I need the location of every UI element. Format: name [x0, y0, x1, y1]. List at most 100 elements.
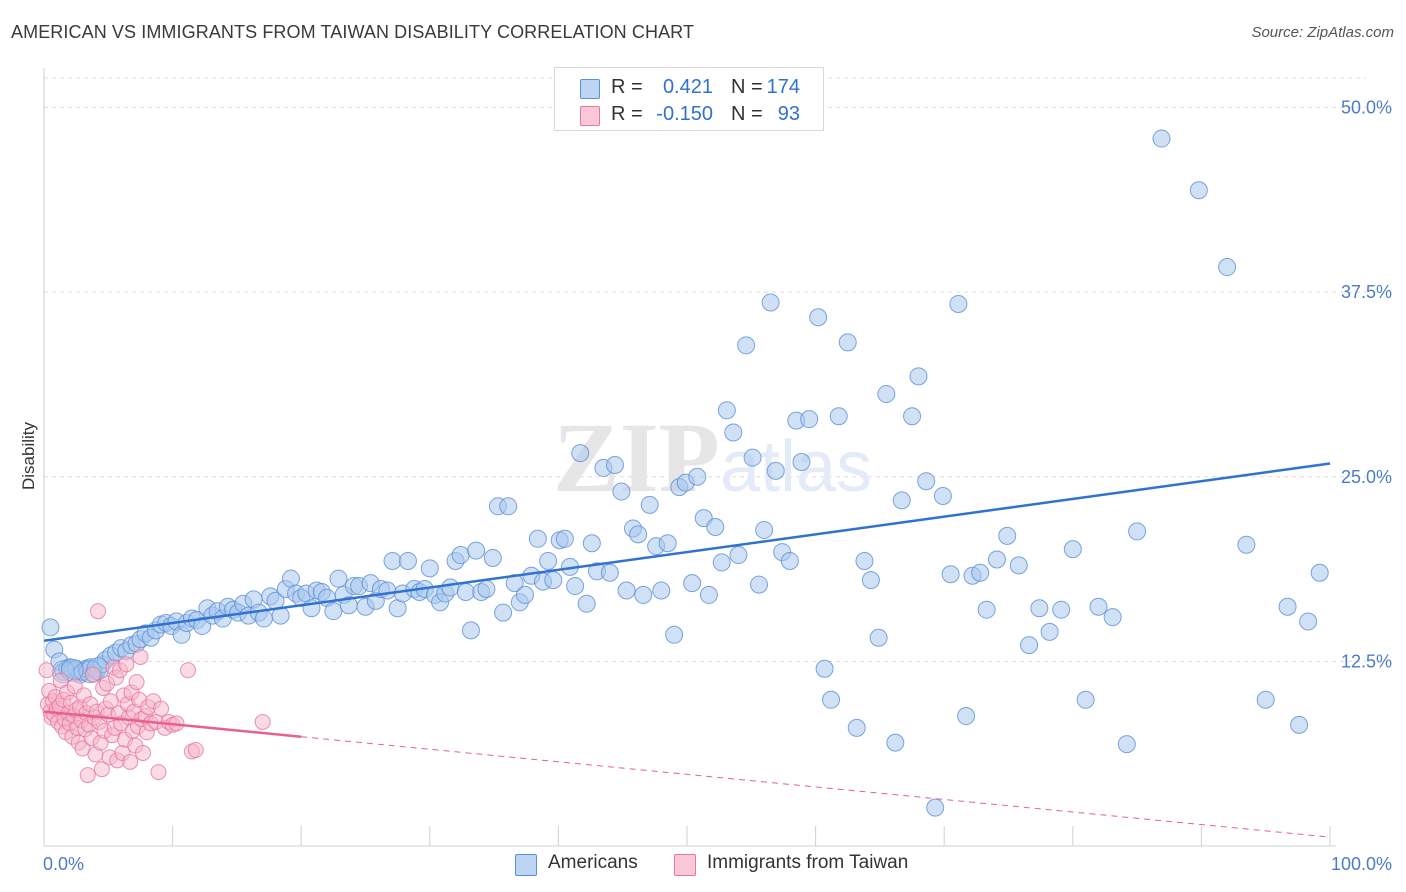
americans-point: [254, 609, 273, 628]
americans-point: [847, 718, 866, 737]
americans-point: [892, 491, 911, 510]
tick-labels: 12.5% 25.0% 37.5% 50.0% 0.0% 100.0%: [43, 98, 1392, 874]
americans-point: [717, 401, 736, 420]
taiwan-point: [79, 767, 96, 784]
y-tick-label: 37.5%: [1341, 282, 1392, 302]
taiwan-point: [93, 761, 110, 778]
americans-point: [383, 551, 402, 570]
taiwan-point: [150, 764, 167, 781]
americans-point: [378, 581, 397, 600]
americans-point: [699, 585, 718, 604]
r-value: 0.421: [662, 76, 713, 98]
americans-point: [926, 798, 945, 817]
taiwan-point: [132, 648, 149, 665]
x-tick-label: 100.0%: [1331, 854, 1392, 874]
americans-point: [634, 585, 653, 604]
watermark: ZIP atlas: [553, 402, 872, 513]
americans-point: [605, 455, 624, 474]
americans-point: [1052, 600, 1071, 619]
americans-point: [917, 472, 936, 491]
americans-point: [652, 581, 671, 600]
americans-point: [800, 410, 819, 429]
taiwan-point: [128, 674, 145, 691]
americans-point: [750, 575, 769, 594]
americans-point: [1128, 522, 1147, 541]
taiwan-trend-line: [43, 710, 302, 738]
trend-lines: [43, 462, 1331, 838]
americans-point: [949, 294, 968, 313]
americans-point: [861, 571, 880, 590]
americans-point: [477, 580, 496, 599]
y-tick-label: 50.0%: [1341, 98, 1392, 118]
americans-point: [555, 529, 574, 548]
americans-point: [838, 333, 857, 352]
source-label[interactable]: Source: ZipAtlas.com: [1251, 24, 1394, 41]
americans-point: [617, 581, 636, 600]
americans-point: [456, 582, 475, 601]
taiwan-point: [180, 662, 197, 679]
americans-point: [761, 293, 780, 312]
americans-point: [483, 549, 502, 567]
taiwan-label: Immigrants from Taiwan: [707, 852, 909, 873]
taiwan-point: [38, 662, 55, 679]
americans-point: [451, 546, 470, 565]
grid-lines: [44, 77, 1366, 662]
taiwan-point: [122, 753, 139, 770]
americans-point: [766, 461, 785, 480]
americans-point: [612, 482, 631, 501]
y-tick-label: 25.0%: [1341, 467, 1392, 487]
correlation-legend: R = 0.421 N = 174 R = -0.150 N = 93: [554, 67, 824, 131]
taiwan-point: [118, 656, 135, 673]
americans-point: [688, 467, 707, 486]
americans-point: [877, 385, 896, 404]
americans-point: [329, 569, 348, 588]
taiwan-point: [90, 603, 107, 620]
americans-points: [41, 129, 1329, 817]
americans-point: [1040, 622, 1059, 641]
americans-point: [987, 550, 1006, 569]
americans-point: [855, 551, 874, 570]
americans-point: [544, 571, 563, 590]
americans-point: [566, 577, 585, 596]
americans-point: [1299, 612, 1318, 631]
americans-point: [809, 308, 828, 327]
x-tick-label: 0.0%: [43, 854, 84, 874]
americans-point: [582, 534, 601, 553]
americans-point: [780, 551, 799, 570]
r-label: R =: [611, 103, 643, 125]
americans-point: [1020, 636, 1039, 655]
americans-point: [683, 574, 702, 593]
americans-point: [571, 444, 590, 463]
taiwan-trend-extension: [301, 736, 1331, 838]
americans-point: [640, 495, 659, 514]
americans-point: [869, 628, 888, 647]
americans-point: [909, 367, 928, 386]
americans-point: [1030, 599, 1049, 618]
r-value: -0.150: [656, 103, 713, 125]
americans-point: [515, 585, 534, 604]
americans-point: [724, 423, 743, 442]
r-label: R =: [611, 76, 643, 98]
americans-point: [933, 486, 952, 505]
americans-point: [737, 336, 756, 355]
americans-point: [1117, 735, 1136, 754]
americans-point: [1089, 597, 1108, 616]
americans-point: [903, 407, 922, 426]
americans-point: [1063, 540, 1082, 559]
americans-point: [1076, 690, 1095, 709]
n-label: N =: [731, 103, 763, 125]
legend-row-taiwan: R = -0.150 N = 93: [555, 101, 823, 129]
americans-point: [971, 563, 990, 582]
americans-point: [755, 520, 774, 539]
taiwan-swatch: [580, 106, 600, 126]
americans-point: [461, 621, 480, 640]
n-value: 93: [777, 103, 800, 125]
americans-point: [886, 733, 905, 752]
americans-point: [977, 600, 996, 619]
americans-point: [441, 578, 460, 597]
americans-point: [41, 618, 60, 637]
americans-point: [420, 559, 439, 578]
americans-point: [494, 603, 513, 622]
americans-point: [1103, 608, 1122, 627]
